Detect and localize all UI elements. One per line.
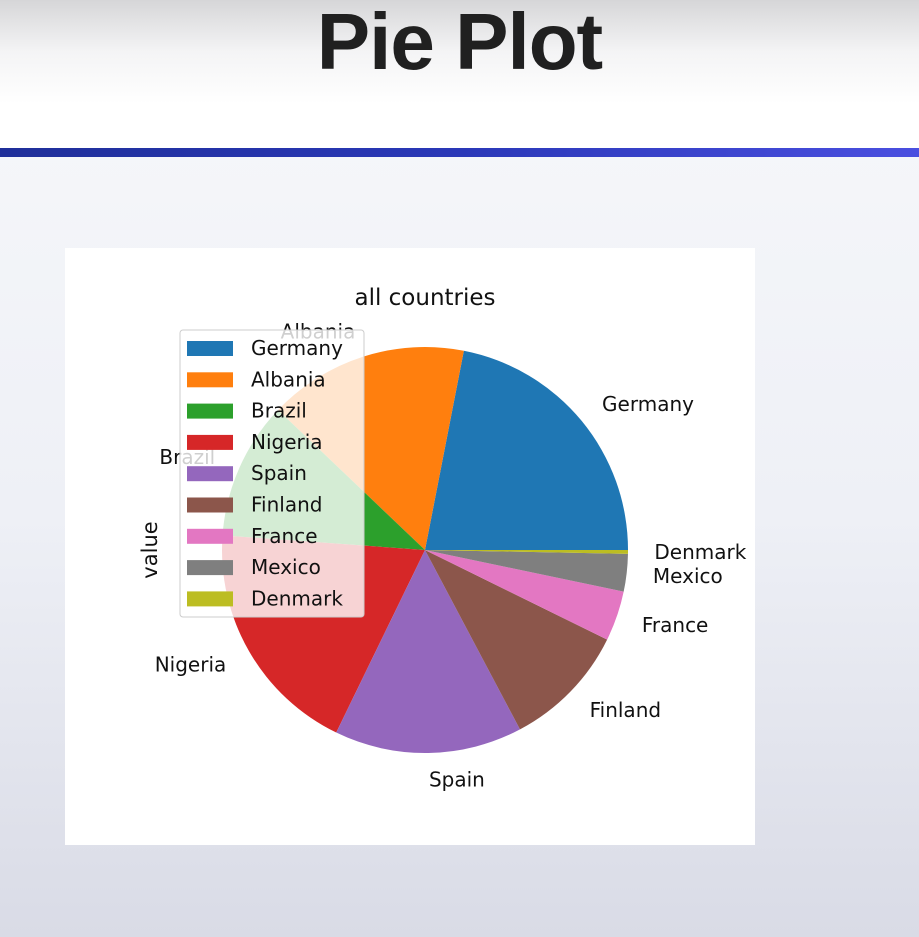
legend-label-finland: Finland [251, 493, 322, 517]
pie-slice-mexico [425, 550, 628, 592]
chart-title: all countries [354, 285, 495, 311]
legend-swatch-nigeria [187, 434, 233, 450]
chart-figure: all countries value Germany Albania Brazil… [65, 248, 755, 845]
slice-label-nigeria: Nigeria [155, 653, 227, 677]
slide-header: Pie Plot [0, 0, 919, 148]
y-axis-label: value [138, 521, 162, 578]
slide-title: Pie Plot [316, 0, 603, 86]
legend-label-france: France [251, 524, 318, 548]
legend-swatch-brazil [187, 403, 233, 419]
slice-label-denmark: Denmark [654, 540, 746, 564]
legend-label-denmark: Denmark [251, 586, 343, 610]
header-divider [0, 148, 919, 157]
legend: Germany Albania Brazil Nigeria Spain Finland F… [179, 329, 365, 618]
pie-slice-france [425, 550, 624, 640]
pie-slice-spain [336, 550, 521, 753]
legend-label-nigeria: Nigeria [251, 430, 323, 454]
pie-slice-labels: Germany Albania Brazil Nigeria Spain Finland F… [155, 319, 747, 791]
legend-label-albania: Albania [251, 367, 326, 391]
slice-label-finland: Finland [590, 698, 661, 722]
slice-label-france: France [642, 613, 709, 637]
slice-label-germany: Germany [602, 392, 694, 416]
slice-label-spain: Spain [429, 767, 485, 791]
legend-swatch-france [187, 528, 233, 544]
pie-chart: all countries value Germany Albania Brazil… [138, 285, 747, 791]
legend-swatch-denmark [187, 591, 233, 607]
legend-label-germany: Germany [251, 336, 343, 360]
legend-frame [179, 329, 365, 618]
legend-swatch-germany [187, 341, 233, 356]
legend-swatch-mexico [187, 560, 233, 576]
legend-swatch-finland [187, 497, 233, 513]
legend-label-spain: Spain [251, 461, 307, 485]
legend-label-mexico: Mexico [251, 555, 321, 579]
legend-label-brazil: Brazil [251, 399, 307, 423]
legend-entries: Germany Albania Brazil Nigeria Spain Finland F… [187, 336, 343, 610]
pie-slice-finland [425, 550, 608, 730]
pie-slice-denmark [425, 550, 628, 554]
legend-swatch-spain [187, 466, 233, 482]
legend-swatch-albania [187, 372, 233, 388]
pie-slice-germany [425, 350, 628, 550]
slice-label-mexico: Mexico [653, 564, 723, 588]
